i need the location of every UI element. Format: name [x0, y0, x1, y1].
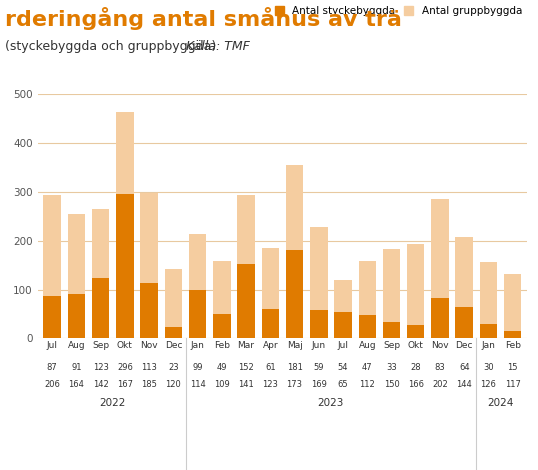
Text: 15: 15 [507, 363, 518, 372]
Bar [140, 193, 158, 283]
Text: 166: 166 [408, 380, 424, 389]
Text: 164: 164 [68, 380, 84, 389]
Text: 169: 169 [311, 380, 327, 389]
Text: 296: 296 [117, 363, 133, 372]
Text: 117: 117 [505, 380, 521, 389]
Text: (styckebyggda och gruppbyggda): (styckebyggda och gruppbyggda) [5, 40, 221, 53]
Bar [44, 296, 61, 338]
Text: 99: 99 [193, 363, 203, 372]
Legend: Antal styckebyggda, Antal gruppbyggda: Antal styckebyggda, Antal gruppbyggda [275, 6, 522, 16]
Text: 112: 112 [359, 380, 375, 389]
Bar [237, 264, 255, 338]
Bar [504, 274, 521, 331]
Text: Källa: TMF: Källa: TMF [186, 40, 250, 53]
Bar [383, 322, 400, 338]
Text: 142: 142 [93, 380, 109, 389]
Bar [116, 112, 133, 194]
Text: 173: 173 [287, 380, 302, 389]
Text: 49: 49 [217, 363, 227, 372]
Text: 83: 83 [435, 363, 445, 372]
Text: 30: 30 [483, 363, 494, 372]
Bar [504, 331, 521, 338]
Text: 141: 141 [238, 380, 254, 389]
Bar [44, 195, 61, 296]
Bar [334, 280, 352, 312]
Bar [237, 195, 255, 264]
Bar [165, 268, 182, 327]
Bar [310, 310, 328, 338]
Text: 113: 113 [141, 363, 157, 372]
Text: 181: 181 [287, 363, 302, 372]
Bar [189, 234, 207, 290]
Text: 2022: 2022 [100, 398, 126, 408]
Text: 54: 54 [338, 363, 348, 372]
Bar [286, 165, 303, 250]
Bar [456, 237, 473, 307]
Text: 28: 28 [410, 363, 421, 372]
Bar [480, 262, 497, 324]
Text: 23: 23 [168, 363, 179, 372]
Text: 33: 33 [386, 363, 397, 372]
Text: 123: 123 [263, 380, 278, 389]
Bar [334, 312, 352, 338]
Text: 65: 65 [338, 380, 348, 389]
Text: 144: 144 [456, 380, 472, 389]
Bar [358, 315, 376, 338]
Bar [261, 309, 279, 338]
Text: 109: 109 [214, 380, 230, 389]
Text: 2023: 2023 [318, 398, 344, 408]
Text: 152: 152 [238, 363, 254, 372]
Bar [213, 261, 231, 314]
Text: 167: 167 [117, 380, 133, 389]
Bar [116, 194, 133, 338]
Bar [407, 325, 424, 338]
Bar [92, 209, 109, 278]
Text: 2024: 2024 [487, 398, 514, 408]
Text: 87: 87 [47, 363, 58, 372]
Text: 47: 47 [362, 363, 373, 372]
Bar [431, 298, 449, 338]
Text: 206: 206 [44, 380, 60, 389]
Text: 91: 91 [71, 363, 82, 372]
Bar [165, 327, 182, 338]
Text: 61: 61 [265, 363, 275, 372]
Text: 120: 120 [166, 380, 181, 389]
Text: 126: 126 [480, 380, 497, 389]
Bar [407, 243, 424, 325]
Text: 114: 114 [190, 380, 206, 389]
Text: 150: 150 [384, 380, 399, 389]
Bar [431, 199, 449, 298]
Text: 64: 64 [459, 363, 470, 372]
Bar [456, 307, 473, 338]
Text: 202: 202 [432, 380, 448, 389]
Bar [68, 294, 85, 338]
Bar [383, 249, 400, 322]
Text: rderingång antal småhus av trä: rderingång antal småhus av trä [5, 7, 402, 30]
Bar [310, 227, 328, 310]
Text: 59: 59 [314, 363, 324, 372]
Bar [358, 261, 376, 315]
Bar [213, 314, 231, 338]
Text: 123: 123 [93, 363, 109, 372]
Bar [140, 283, 158, 338]
Bar [68, 214, 85, 294]
Bar [286, 250, 303, 338]
Bar [92, 278, 109, 338]
Text: 185: 185 [141, 380, 157, 389]
Bar [189, 290, 207, 338]
Bar [480, 324, 497, 338]
Bar [261, 249, 279, 309]
